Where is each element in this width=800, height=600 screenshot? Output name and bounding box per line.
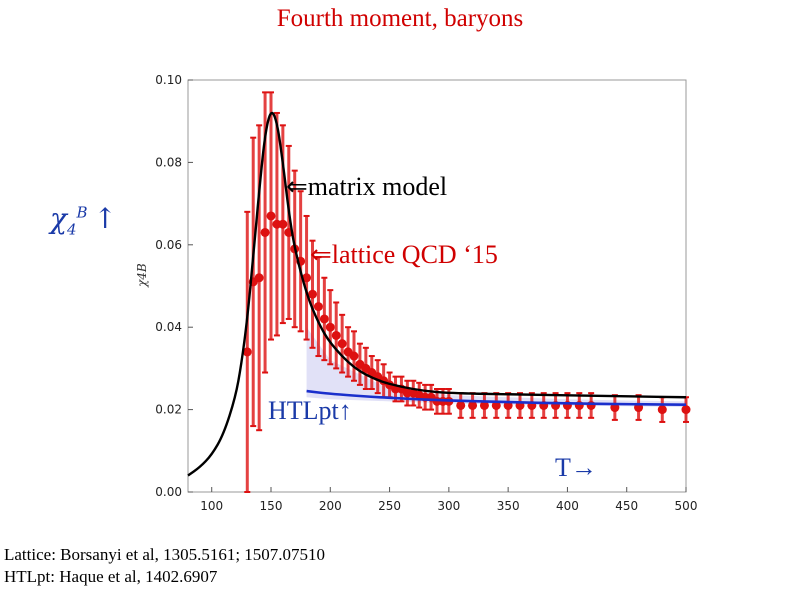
annotation-lattice-qcd: ⇐lattice QCD ‘15 [310, 240, 498, 269]
x-tick-label: 350 [497, 499, 520, 513]
lattice-point [325, 322, 335, 332]
x-tick-label: 400 [556, 499, 579, 513]
y-tick-label: 0.08 [155, 155, 182, 169]
lattice-point [254, 273, 264, 283]
annotation-matrix-model: ⇐matrix model [286, 172, 448, 201]
x-tick-label: 450 [615, 499, 638, 513]
slide-title: Fourth moment, baryons [276, 5, 524, 32]
y-tick-label: 0.10 [155, 73, 182, 87]
lattice-point [468, 400, 478, 410]
lattice-point [331, 330, 341, 340]
lattice-point [266, 211, 276, 221]
lattice-point [491, 400, 501, 410]
y-tick-label: 0.02 [155, 403, 182, 417]
references: Lattice: Borsanyi et al, 1305.5161; 1507… [4, 544, 325, 588]
htlpt-band [306, 327, 686, 408]
chi-subscript: 4 [66, 220, 77, 239]
y-axis-symbol: χ4B ↑ [50, 202, 117, 239]
lattice-point [308, 289, 317, 299]
plot-area [187, 79, 687, 493]
annotation-temperature: T→ [555, 453, 597, 482]
htlpt-curve [306, 389, 687, 406]
x-tick-label: 500 [675, 499, 698, 513]
y-axis-label-small: χ4B [135, 263, 149, 288]
chi-superscript: B [76, 203, 88, 222]
chi-symbol: χ [50, 202, 67, 235]
x-tick-label: 200 [319, 499, 342, 513]
lattice-point [681, 405, 691, 415]
y-tick-label: 0.06 [155, 238, 182, 252]
lattice-point [586, 400, 596, 410]
reference-htlpt: HTLpt: Haque et al, 1402.6907 [4, 567, 218, 586]
lattice-point [242, 347, 252, 357]
x-tick-label: 150 [260, 499, 283, 513]
lattice-point [260, 227, 270, 237]
lattice-point [337, 339, 347, 349]
lattice-point [319, 314, 329, 324]
lattice-point [479, 400, 489, 410]
lattice-point [456, 400, 466, 410]
x-tick-label: 250 [378, 499, 401, 513]
matrix-model-curve [187, 111, 687, 477]
y-tick-label: 0.00 [155, 485, 182, 499]
lattice-point [278, 219, 288, 229]
lattice-point [302, 273, 312, 283]
reference-lattice: Lattice: Borsanyi et al, 1305.5161; 1507… [4, 545, 326, 564]
lattice-point [313, 302, 323, 312]
x-tick-label: 300 [437, 499, 460, 513]
lattice-point [349, 351, 359, 361]
lattice-point [657, 405, 667, 415]
annotation-htlpt: HTLpt↑ [268, 396, 352, 425]
y-tick-label: 0.04 [155, 320, 182, 334]
x-tick-label: 100 [200, 499, 223, 513]
up-arrow-icon: ↑ [93, 202, 118, 235]
